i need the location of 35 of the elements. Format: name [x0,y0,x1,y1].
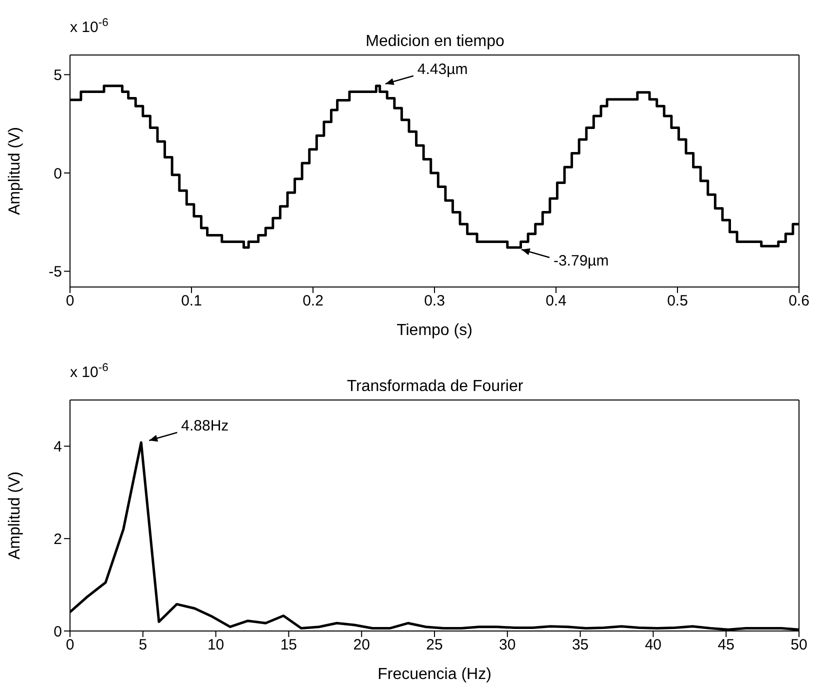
text: x 10$^{-6}$ [70,362,108,381]
x-tick-label: 10 [207,636,224,654]
annotation: 4.43µm [417,60,468,78]
x-tick-label: 35 [572,636,589,654]
x-tick-label: 25 [426,636,443,654]
x-tick-label: 45 [718,636,734,654]
y-tick-label: 2 [54,530,62,548]
y-tick-label: 0 [54,165,62,182]
x-axis-title: Tiempo (s) [396,322,472,339]
x-tick-label: 0.2 [302,292,324,310]
x-tick-label: 40 [644,636,662,654]
y-axis-title: Amplitud (V) [6,471,24,560]
x-axis-title: Frecuencia (Hz) [378,666,492,683]
x-tick-label: 0.3 [424,292,445,310]
x-tick-label: 0.5 [667,292,688,310]
annotation: -3.79µm [553,252,609,270]
x-tick-label: 30 [499,636,516,654]
x-tick-label: 15 [280,636,298,654]
y-tick-label: 5 [54,66,62,84]
x-tick-label: 0 [66,292,74,310]
text: x 10$^{-6}$ [70,17,108,36]
annotation: 4.88Hz [181,418,229,435]
y-tick-label: 0 [54,623,62,640]
chart-title: Medicion en tiempo [366,33,504,50]
x-tick-label: 5 [138,636,148,654]
x-tick-label: 50 [790,636,808,654]
chart-title: Transformada de Fourier [346,378,524,395]
x-tick-label: 0 [66,636,74,654]
x-tick-label: 20 [353,636,370,654]
y-tick-label: -5 [48,264,62,281]
x-tick-label: 0.1 [181,292,202,310]
y-axis-title: Amplitud (V) [6,126,24,216]
x-tick-label: 0.4 [546,292,566,310]
y-tick-label: 4 [54,438,62,456]
x-tick-label: 0.6 [788,292,810,310]
